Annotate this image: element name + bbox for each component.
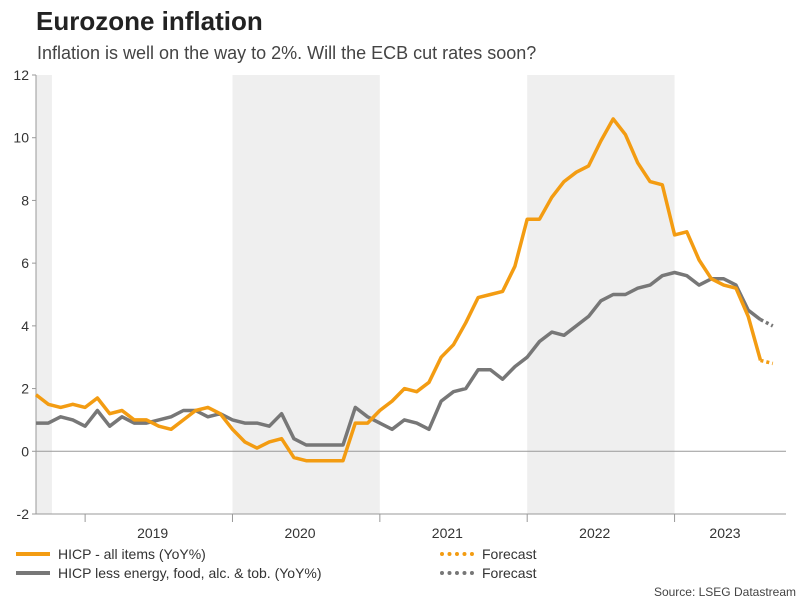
legend-swatch-hicp-forecast: [440, 552, 474, 556]
legend-swatch-core: [16, 571, 50, 575]
x-tick-label-2022: 2022: [579, 525, 610, 541]
x-tick-label-2019: 2019: [137, 525, 168, 541]
legend-item-hicp: HICP - all items (YoY%): [16, 546, 206, 562]
x-tick-label-2023: 2023: [709, 525, 740, 541]
shaded-band-1: [232, 75, 380, 514]
source-note: Source: LSEG Datastream: [653, 585, 796, 599]
y-tick-label: 0: [21, 443, 29, 459]
y-tick-label: 12: [13, 67, 29, 83]
y-tick-label: 10: [13, 130, 29, 146]
legend-item-core-forecast: Forecast: [440, 565, 536, 581]
y-tick-label: 6: [21, 255, 29, 271]
chart-subtitle: Inflation is well on the way to 2%. Will…: [37, 43, 537, 63]
x-tick-label-2020: 2020: [284, 525, 315, 541]
y-tick-label: 8: [21, 192, 29, 208]
legend-label-core-forecast: Forecast: [482, 565, 537, 581]
legend-item-hicp-forecast: Forecast: [440, 546, 536, 562]
series-line-core: [36, 270, 762, 447]
series-line-core-forecast: [759, 318, 774, 328]
chart-title: Eurozone inflation: [36, 6, 263, 36]
legend-item-core: HICP less energy, food, alc. & tob. (YoY…: [16, 565, 322, 581]
series-line-hicp-forecast: [760, 358, 774, 366]
legend-label-hicp: HICP - all items (YoY%): [58, 546, 206, 562]
y-tick-label: -2: [17, 506, 30, 522]
shaded-band-0: [36, 75, 52, 514]
legend-label-core: HICP less energy, food, alc. & tob. (YoY…: [58, 565, 322, 581]
series-line-hicp: [34, 117, 763, 463]
y-tick-label: 4: [21, 318, 29, 334]
legend-swatch-hicp: [16, 552, 50, 556]
x-tick-label-2021: 2021: [432, 525, 463, 541]
shaded-band-2: [527, 75, 675, 514]
legend-swatch-core-forecast: [440, 571, 474, 575]
legend-label-hicp-forecast: Forecast: [482, 546, 537, 562]
y-tick-label: 2: [21, 381, 29, 397]
